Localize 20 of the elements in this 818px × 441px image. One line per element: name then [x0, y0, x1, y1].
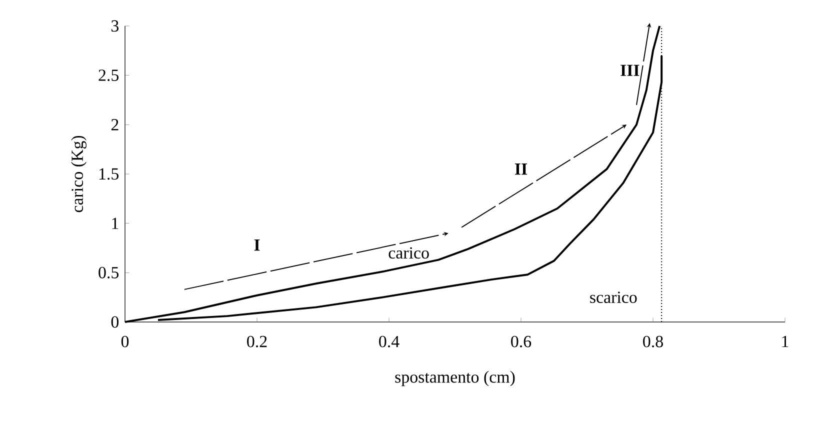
x-tick-label: 1 — [782, 336, 788, 348]
text: scarico — [590, 292, 637, 304]
annotation: III — [620, 64, 640, 76]
y-axis-title: carico (Kg) — [71, 136, 87, 212]
y-tick-label: 3 — [112, 20, 119, 32]
x-tick-label: 0.6 — [511, 336, 532, 348]
x-tick-label: 0.4 — [379, 336, 400, 348]
x-tick-label: 0.8 — [643, 336, 663, 348]
x-axis-title: spostamento (cm) — [395, 370, 515, 386]
series-label: carico — [388, 247, 429, 259]
y-tick-label: 1.5 — [99, 168, 119, 180]
y-tick-label: 1 — [112, 218, 118, 229]
y-tick-label: 2.5 — [98, 70, 119, 82]
annotation: II — [514, 164, 528, 175]
annotation: I — [254, 239, 260, 251]
y-tick-label: 0.5 — [98, 266, 119, 278]
y-tick-label: 2 — [111, 119, 118, 130]
x-tick-label: 0 — [121, 336, 129, 348]
x-tick-label: 0.2 — [247, 336, 267, 348]
y-tick-label: 0 — [111, 316, 119, 328]
